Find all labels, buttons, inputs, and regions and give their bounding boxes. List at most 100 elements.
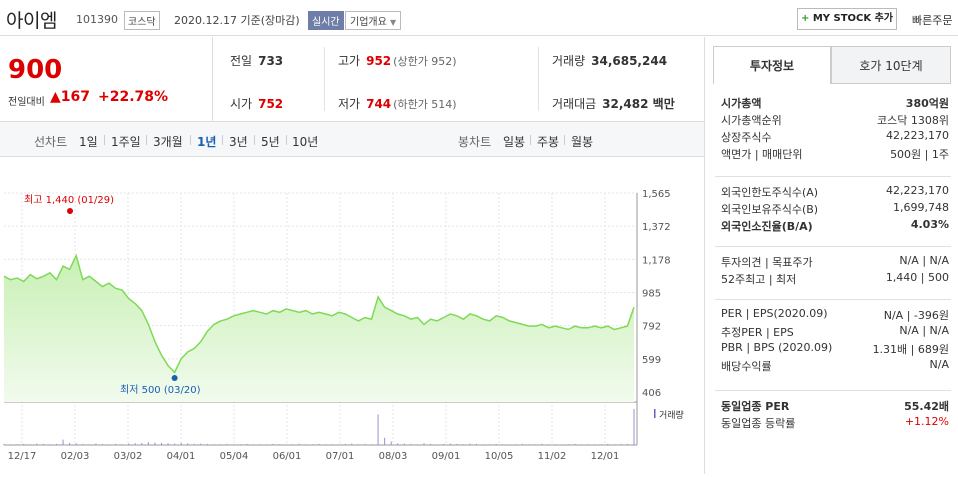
info-label: 동일업종 PER (721, 400, 790, 413)
x-tick-label: 05/04 (220, 451, 249, 462)
period-3y[interactable]: 3년 (229, 135, 248, 149)
volume-bar (430, 443, 432, 445)
volume-bar (298, 443, 300, 445)
realtime-button[interactable]: 실시간 (308, 11, 344, 30)
volume-bar (49, 444, 51, 445)
info-value: 42,223,170 (886, 129, 949, 142)
x-tick-label: 10/05 (485, 451, 514, 462)
info-label: 외국인한도주식수(A) (721, 186, 819, 199)
high-marker (67, 208, 73, 214)
period-3m[interactable]: 3개월 (153, 135, 183, 149)
prev-close: 전일 733 (230, 54, 284, 68)
x-tick-label: 08/03 (379, 451, 408, 462)
period-1d[interactable]: 1일 (79, 135, 98, 149)
volume-bar (613, 444, 615, 445)
y-tick-label: 406 (642, 388, 661, 399)
info-value: 1.31배 | 689원 (872, 343, 949, 356)
volume-bar (456, 443, 458, 445)
volume-bar (220, 444, 222, 445)
volume-bar (587, 444, 589, 445)
stock-name: 아이엠 (6, 10, 57, 32)
volume-bar (88, 444, 90, 445)
volume-bar (351, 443, 353, 445)
candle-daily[interactable]: 일봉 (503, 135, 526, 149)
info-value: 1,699,748 (893, 201, 949, 214)
divider (222, 135, 223, 145)
volume-bar (508, 444, 510, 445)
volume-bar (357, 444, 359, 445)
y-tick-label: 599 (642, 355, 661, 366)
volume-bar (390, 441, 392, 445)
volume-bar (318, 443, 320, 445)
quick-order-link[interactable]: 빠른주문 (912, 14, 953, 27)
candle-weekly[interactable]: 주봉 (537, 135, 560, 149)
volume-bar (233, 444, 235, 445)
volume-bar (101, 443, 103, 445)
volume-bar (535, 444, 537, 445)
volume-bar (187, 443, 189, 445)
period-1y[interactable]: 1년 (197, 135, 217, 149)
divider (538, 47, 539, 111)
divider (715, 390, 951, 391)
volume-bar (443, 443, 445, 445)
period-10y[interactable]: 10년 (292, 135, 319, 149)
info-row: PBR | BPS (2020.09) 1.31배 | 689원 (721, 341, 949, 356)
add-mystock-button[interactable]: + MY STOCK 추가 (797, 8, 897, 30)
info-value: 42,223,170 (886, 184, 949, 197)
divider (324, 47, 325, 111)
volume-bar (266, 444, 267, 445)
volume-bar (626, 443, 628, 445)
volume-bar (495, 443, 497, 445)
tab-hoga[interactable]: 호가 10단계 (831, 46, 951, 84)
volume-bar (305, 444, 307, 445)
volume-bar (279, 444, 281, 445)
info-value: N/A | -396원 (883, 309, 949, 322)
volume-bar (154, 442, 156, 445)
volume-bar (476, 443, 477, 445)
period-5y[interactable]: 5년 (261, 135, 280, 149)
volume-bar (449, 443, 451, 445)
volume-bar (416, 444, 418, 445)
volume-bar (489, 444, 491, 445)
low-marker (171, 375, 178, 381)
info-label: 상장주식수 (721, 131, 772, 144)
high-price: 고가 952 (상한가 952) (338, 54, 457, 68)
info-label: 배당수익률 (721, 360, 772, 373)
info-row: 외국인소진율(B/A) 4.03% (721, 218, 949, 234)
line-chart-label: 선차트 (34, 135, 68, 149)
volume-bar (410, 443, 412, 445)
period-1w[interactable]: 1주일 (111, 135, 141, 149)
trade-amount: 거래대금 32,482 백만 (552, 97, 675, 111)
volume-bar (16, 444, 18, 445)
investment-info-panel: 투자정보 호가 10단계 시가총액 380억원 시가총액순위 코스닥 1308위 상장주… (704, 37, 958, 474)
volume-bar (581, 444, 582, 445)
volume-bar (515, 444, 517, 445)
volume-bar (42, 443, 44, 445)
volume-bar (206, 443, 208, 445)
info-value: 380억원 (905, 97, 949, 110)
volume-bar (371, 444, 372, 445)
company-overview-dropdown[interactable]: 기업개요 ▼ (345, 11, 402, 30)
info-label: PBR | BPS (2020.09) (721, 341, 833, 354)
volume-bar (29, 444, 31, 445)
divider (564, 135, 565, 145)
candle-monthly[interactable]: 월봉 (571, 135, 594, 149)
volume-bar (69, 442, 71, 445)
change-label: 전일대비 (8, 97, 45, 108)
info-label: 52주최고 | 최저 (721, 273, 797, 286)
volume-bar (193, 443, 195, 445)
mystock-label: MY STOCK 추가 (812, 13, 894, 24)
volume-bar (200, 443, 202, 445)
info-row: 외국인한도주식수(A) 42,223,170 (721, 184, 949, 200)
x-tick-label: 07/01 (326, 451, 355, 462)
volume-bar (226, 443, 228, 445)
volume-bar (167, 443, 169, 445)
volume-bar (338, 444, 340, 445)
volume-bar (384, 437, 386, 445)
x-tick-label: 02/03 (61, 451, 90, 462)
high-label: 최고 1,440 (01/29) (24, 194, 114, 206)
stock-header: 아이엠 101390 코스닥 2020.12.17 기준(장마감) 실시간 기업… (0, 0, 958, 36)
volume-bar (252, 444, 254, 445)
volume-bar (403, 443, 405, 445)
tab-investment-info[interactable]: 투자정보 (713, 46, 831, 84)
